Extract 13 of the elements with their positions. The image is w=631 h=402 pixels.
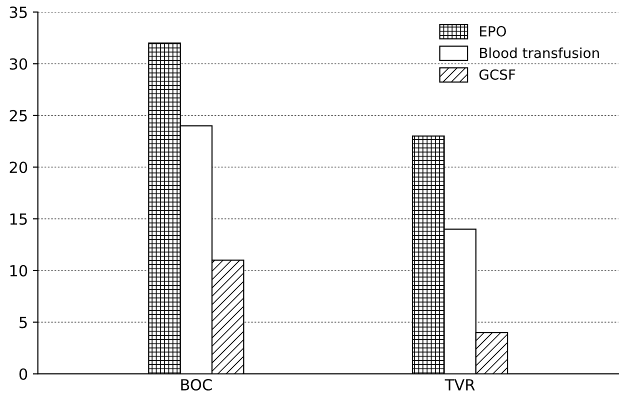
x-tick-label: BOC bbox=[181, 378, 212, 391]
y-tick-label: 5 bbox=[20, 316, 27, 328]
y-tick-label: 0 bbox=[19, 368, 28, 380]
y-tick-label: 15 bbox=[10, 213, 27, 225]
x-tick-label: TVR bbox=[444, 379, 475, 390]
y-tick-label: 10 bbox=[10, 264, 28, 277]
legend-label: EPO bbox=[480, 26, 506, 37]
legend-label: Blood transfusion bbox=[480, 47, 599, 58]
y-tick-label: 25 bbox=[10, 110, 27, 122]
y-tick-label: 30 bbox=[10, 58, 28, 70]
legend-label: GCSF bbox=[479, 69, 516, 80]
y-tick-label: 20 bbox=[10, 162, 28, 174]
y-tick-label: 35 bbox=[10, 6, 27, 18]
